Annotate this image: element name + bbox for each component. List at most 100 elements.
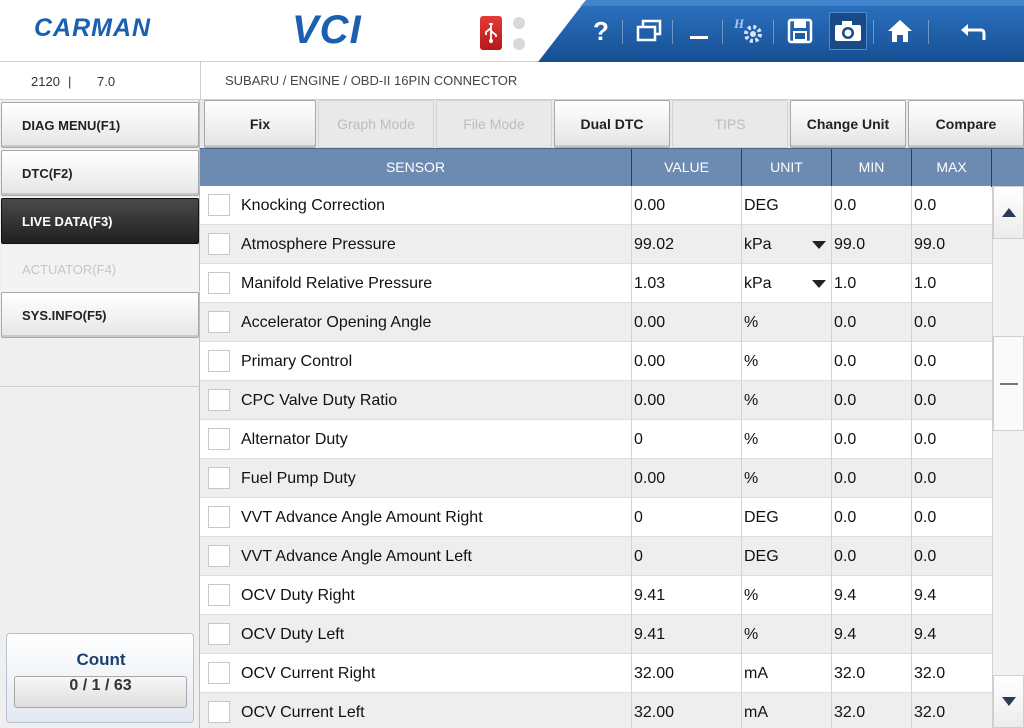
sensor-max: 0.0 bbox=[914, 392, 937, 409]
home-button[interactable] bbox=[881, 12, 919, 50]
sensor-name: OCV Duty Right bbox=[241, 587, 355, 604]
table-row[interactable]: Manifold Relative Pressure 1.03 kPa 1.0 1.0 bbox=[200, 264, 992, 303]
back-button[interactable] bbox=[954, 12, 992, 50]
min-cell: 0.0 bbox=[831, 420, 911, 459]
row-checkbox[interactable] bbox=[208, 194, 230, 216]
row-checkbox[interactable] bbox=[208, 428, 230, 450]
row-checkbox[interactable] bbox=[208, 389, 230, 411]
sensor-name: Atmosphere Pressure bbox=[241, 236, 396, 253]
save-button[interactable] bbox=[781, 12, 819, 50]
scroll-thumb[interactable] bbox=[993, 336, 1024, 431]
sensor-min: 0.0 bbox=[834, 470, 857, 487]
row-checkbox[interactable] bbox=[208, 311, 230, 333]
function-bar: Fix Graph Mode File Mode Dual DTC TIPS C… bbox=[200, 100, 1024, 148]
graph-mode-button: Graph Mode bbox=[318, 100, 434, 148]
row-checkbox[interactable] bbox=[208, 233, 230, 255]
row-checkbox[interactable] bbox=[208, 467, 230, 489]
value-cell: 0 bbox=[631, 537, 741, 576]
sensor-max: 0.0 bbox=[914, 470, 937, 487]
vehicle-id: 2120 bbox=[31, 74, 60, 89]
sidebar-divider bbox=[0, 386, 200, 387]
sensor-value: 9.41 bbox=[634, 626, 666, 643]
unit-dropdown-icon[interactable] bbox=[812, 280, 826, 288]
sensor-max: 0.0 bbox=[914, 431, 937, 448]
sidebar-item-dtc[interactable]: DTC(F2) bbox=[1, 150, 199, 196]
value-cell: 0 bbox=[631, 420, 741, 459]
unit-dropdown-icon[interactable] bbox=[812, 241, 826, 249]
table-row[interactable]: OCV Duty Right 9.41% 9.4 9.4 bbox=[200, 576, 992, 615]
table-row[interactable]: VVT Advance Angle Amount Left 0 DEG 0.0 0.0 bbox=[200, 537, 992, 576]
sensor-unit: mA bbox=[744, 665, 768, 682]
table-row[interactable]: Alternator Duty 0% 0.0 0.0 bbox=[200, 420, 992, 459]
help-button[interactable]: ? bbox=[582, 12, 620, 50]
arrow-up-icon bbox=[1001, 208, 1016, 217]
min-cell: 0.0 bbox=[831, 537, 911, 576]
row-checkbox[interactable] bbox=[208, 506, 230, 528]
unit-cell[interactable]: kPa bbox=[741, 264, 831, 303]
max-cell: 9.4 bbox=[911, 576, 992, 615]
unit-cell[interactable]: kPa bbox=[741, 225, 831, 264]
count-label: Count bbox=[76, 650, 126, 669]
sensor-unit: % bbox=[744, 431, 759, 448]
sensor-max: 0.0 bbox=[914, 314, 937, 331]
change-unit-button[interactable]: Change Unit bbox=[790, 100, 906, 148]
table-row[interactable]: Atmosphere Pressure 99.02 kPa 99.0 99.0 bbox=[200, 225, 992, 264]
value-cell: 0.00 bbox=[631, 303, 741, 342]
scroll-down-button[interactable] bbox=[993, 675, 1024, 728]
table-row[interactable]: Fuel Pump Duty 0.00% 0.0 0.0 bbox=[200, 459, 992, 498]
row-checkbox[interactable] bbox=[208, 662, 230, 684]
row-checkbox[interactable] bbox=[208, 272, 230, 294]
max-cell: 0.0 bbox=[911, 459, 992, 498]
sidebar-item-sys-info[interactable]: SYS.INFO(F5) bbox=[1, 292, 199, 338]
table-row[interactable]: CPC Valve Duty Ratio 0.00% 0.0 0.0 bbox=[200, 381, 992, 420]
screenshot-button[interactable] bbox=[829, 12, 867, 50]
sidebar-item-live-data[interactable]: LIVE DATA(F3) bbox=[1, 198, 199, 244]
arrow-down-icon bbox=[1001, 697, 1016, 706]
sensor-min: 0.0 bbox=[834, 197, 857, 214]
column-header-unit: UNIT bbox=[742, 149, 832, 187]
minimize-button[interactable] bbox=[680, 12, 718, 50]
row-checkbox[interactable] bbox=[208, 350, 230, 372]
sensor-min: 0.0 bbox=[834, 392, 857, 409]
sidebar-item-diag-menu[interactable]: DIAG MENU(F1) bbox=[1, 102, 199, 148]
dual-dtc-button[interactable]: Dual DTC bbox=[554, 100, 670, 148]
min-cell: 9.4 bbox=[831, 615, 911, 654]
unit-cell: DEG bbox=[741, 537, 831, 576]
value-cell: 9.41 bbox=[631, 576, 741, 615]
vci-product-title: VCI bbox=[292, 8, 362, 52]
sensor-min: 99.0 bbox=[834, 236, 866, 253]
window-button[interactable] bbox=[630, 12, 668, 50]
min-cell: 0.0 bbox=[831, 498, 911, 537]
row-checkbox[interactable] bbox=[208, 623, 230, 645]
table-row[interactable]: Knocking Correction 0.00 DEG 0.0 0.0 bbox=[200, 186, 992, 225]
max-cell: 9.4 bbox=[911, 615, 992, 654]
settings-button[interactable]: H bbox=[730, 12, 768, 50]
value-cell: 9.41 bbox=[631, 615, 741, 654]
table-row[interactable]: OCV Current Left 32.00 mA 32.0 32.0 bbox=[200, 693, 992, 728]
file-mode-button: File Mode bbox=[436, 100, 552, 148]
table-row[interactable]: OCV Current Right 32.00 mA 32.0 32.0 bbox=[200, 654, 992, 693]
row-checkbox[interactable] bbox=[208, 545, 230, 567]
sensor-unit: % bbox=[744, 392, 759, 409]
count-panel: Count 0 / 1 / 63 bbox=[6, 633, 194, 723]
table-scrollbar[interactable] bbox=[992, 186, 1024, 728]
compare-button[interactable]: Compare bbox=[908, 100, 1024, 148]
scroll-up-button[interactable] bbox=[993, 186, 1024, 239]
table-row[interactable]: Accelerator Opening Angle 0.00% 0.0 0.0 bbox=[200, 303, 992, 342]
sensor-name: OCV Current Left bbox=[241, 704, 365, 721]
info-bar: 2120 | 7.0 SUBARU / ENGINE / OBD-II 16PI… bbox=[0, 62, 1024, 100]
row-checkbox[interactable] bbox=[208, 701, 230, 723]
value-cell: 32.00 bbox=[631, 654, 741, 693]
sensor-unit: % bbox=[744, 626, 759, 643]
table-row[interactable]: VVT Advance Angle Amount Right 0 DEG 0.0 0.0 bbox=[200, 498, 992, 537]
sensor-min: 0.0 bbox=[834, 353, 857, 370]
sensor-value: 0 bbox=[634, 548, 643, 565]
row-checkbox[interactable] bbox=[208, 584, 230, 606]
table-row[interactable]: Primary Control 0.00% 0.0 0.0 bbox=[200, 342, 992, 381]
column-header-sensor: SENSOR bbox=[200, 149, 632, 187]
fix-button[interactable]: Fix bbox=[204, 100, 316, 148]
sensor-max: 9.4 bbox=[914, 626, 937, 643]
sensor-max: 32.0 bbox=[914, 665, 946, 682]
table-row[interactable]: OCV Duty Left 9.41% 9.4 9.4 bbox=[200, 615, 992, 654]
min-cell: 0.0 bbox=[831, 303, 911, 342]
